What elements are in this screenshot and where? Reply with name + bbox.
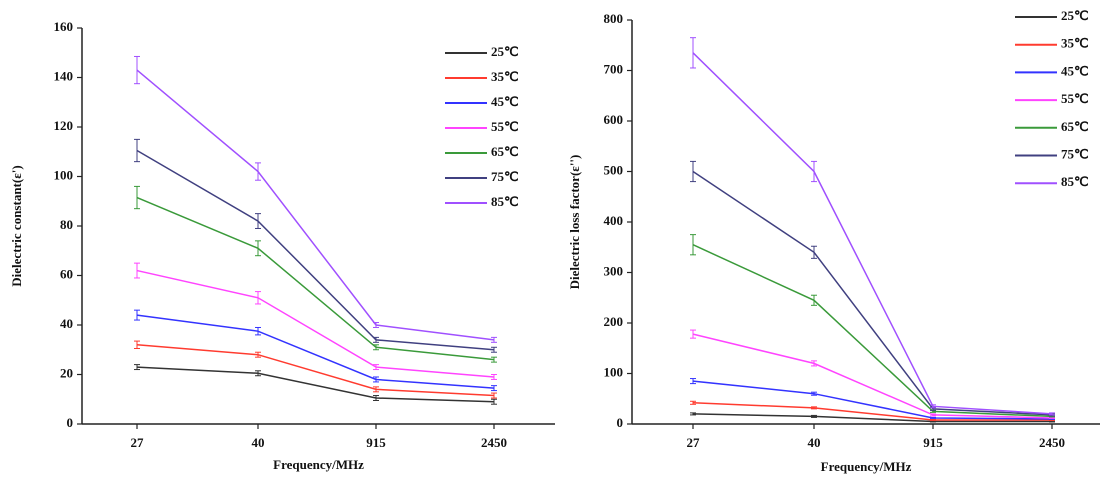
error-bar (255, 163, 261, 180)
series-line (137, 70, 494, 340)
legend-label: 65℃ (1061, 119, 1089, 134)
legend-label: 85℃ (1061, 174, 1089, 189)
legend-label: 45℃ (1061, 63, 1089, 78)
y-tick-label: 0 (617, 415, 624, 430)
series-line (137, 315, 494, 388)
legend-label: 75℃ (1061, 146, 1089, 161)
error-bar (690, 161, 696, 181)
legend-label: 35℃ (491, 69, 519, 84)
error-bar (690, 38, 696, 68)
y-tick-label: 120 (54, 118, 74, 133)
x-axis-label: Frequency/MHz (273, 457, 364, 472)
error-bar (811, 246, 817, 258)
y-tick-label: 160 (54, 19, 74, 34)
chart-panel: 0 20 40 60 80 100 120 140 160 27 40 915 2450 Frequenc… (9, 19, 555, 472)
series-line (693, 172, 1052, 415)
x-tick-label: 2450 (1039, 435, 1065, 450)
error-bar (134, 56, 140, 83)
y-tick-label: 20 (60, 365, 73, 380)
error-bar (811, 161, 817, 181)
y-tick-label: 500 (604, 162, 624, 177)
y-tick-label: 200 (604, 314, 624, 329)
error-bar (134, 139, 140, 161)
y-tick-label: 100 (54, 167, 74, 182)
x-tick-label: 40 (252, 435, 265, 450)
x-tick-label: 2450 (481, 435, 507, 450)
error-bar (690, 235, 696, 255)
series-line (137, 271, 494, 377)
y-tick-label: 300 (604, 263, 624, 278)
y-tick-label: 80 (60, 217, 73, 232)
y-tick-label: 0 (67, 415, 74, 430)
y-axis-label: Dielectric loss factor(ε'') (567, 155, 582, 290)
y-tick-label: 400 (604, 213, 624, 228)
y-tick-label: 800 (604, 11, 624, 26)
y-axis-label: Dielectric constant(ε') (9, 165, 24, 286)
series-line (693, 53, 1052, 414)
x-tick-label: 27 (687, 435, 701, 450)
series-line (693, 245, 1052, 417)
legend-label: 25℃ (491, 44, 519, 59)
x-tick-label: 915 (923, 435, 943, 450)
y-tick-label: 100 (604, 364, 624, 379)
x-tick-label: 40 (808, 435, 821, 450)
legend-label: 75℃ (491, 169, 519, 184)
legend-label: 55℃ (491, 119, 519, 134)
legend-label: 25℃ (1061, 8, 1089, 23)
figure: 0 20 40 60 80 100 120 140 160 27 40 915 2450 Frequenc… (0, 0, 1112, 479)
x-tick-label: 27 (131, 435, 145, 450)
legend-label: 55℃ (1061, 91, 1089, 106)
error-bar (811, 295, 817, 305)
series-line (137, 151, 494, 350)
error-bar (134, 186, 140, 208)
legend-label: 65℃ (491, 144, 519, 159)
y-tick-label: 40 (60, 316, 73, 331)
error-bar (255, 214, 261, 229)
y-tick-label: 600 (604, 112, 624, 127)
legend-label: 45℃ (491, 94, 519, 109)
y-tick-label: 700 (604, 61, 624, 76)
legend-label: 85℃ (491, 194, 519, 209)
legend-label: 35℃ (1061, 36, 1089, 51)
x-tick-label: 915 (366, 435, 386, 450)
x-axis-label: Frequency/MHz (821, 459, 912, 474)
chart-panel: 0 100 200 300 400 500 600 700 800 27 40 915 2450 Freq… (567, 8, 1100, 474)
y-tick-label: 140 (54, 68, 74, 83)
y-tick-label: 60 (60, 266, 73, 281)
error-bar (255, 241, 261, 256)
